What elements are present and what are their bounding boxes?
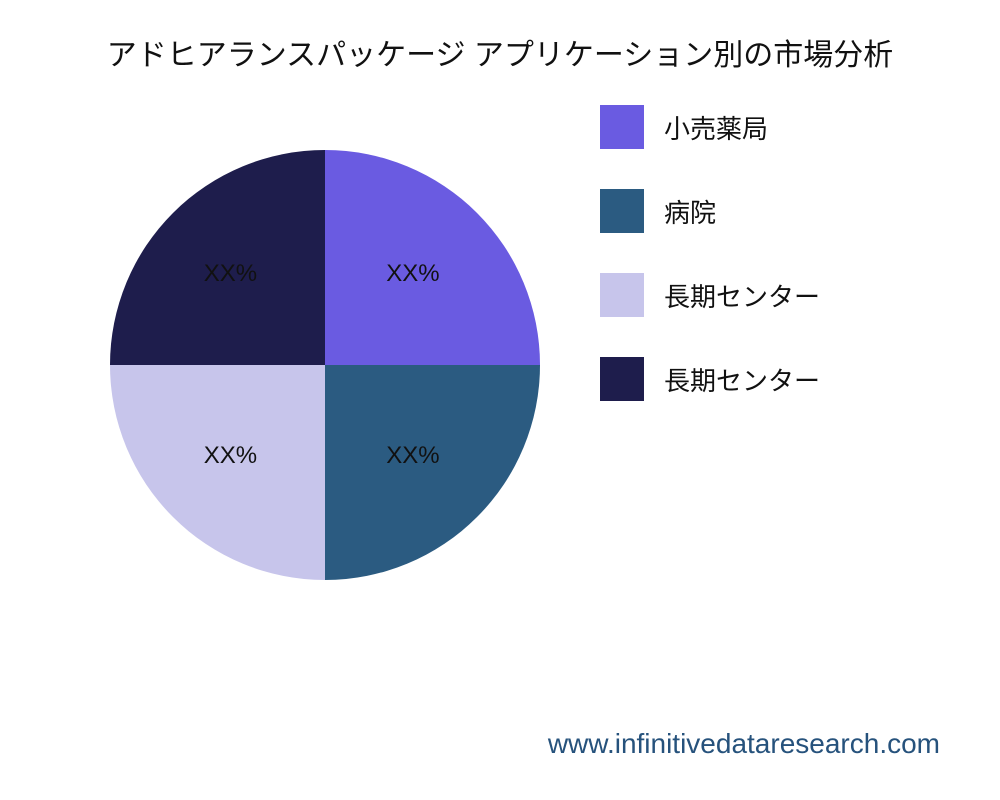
legend-item: 長期センター <box>600 273 820 317</box>
legend-label: 病院 <box>664 193 716 230</box>
legend-swatch <box>600 105 644 149</box>
legend-item: 小売薬局 <box>600 105 820 149</box>
footer-url: www.infinitivedataresearch.com <box>548 728 940 760</box>
legend-label: 長期センター <box>664 277 820 314</box>
slice-percent-label: XX% <box>386 442 439 470</box>
legend-swatch <box>600 273 644 317</box>
legend-item: 病院 <box>600 189 820 233</box>
pie-slice <box>325 365 540 580</box>
legend-item: 長期センター <box>600 357 820 401</box>
pie-slice <box>110 150 325 365</box>
legend-swatch <box>600 189 644 233</box>
slice-percent-label: XX% <box>204 442 257 470</box>
pie-slice <box>325 150 540 365</box>
slice-percent-label: XX% <box>204 260 257 288</box>
pie-chart: XX% XX% XX% XX% <box>100 120 550 620</box>
slice-percent-label: XX% <box>386 260 439 288</box>
legend-label: 長期センター <box>664 361 820 398</box>
legend-swatch <box>600 357 644 401</box>
legend: 小売薬局病院長期センター長期センター <box>600 105 820 441</box>
pie-svg <box>110 150 540 580</box>
chart-title: アドヒアランスパッケージ アプリケーション別の市場分析 <box>107 30 894 74</box>
legend-label: 小売薬局 <box>664 109 768 146</box>
pie-slice <box>110 365 325 580</box>
